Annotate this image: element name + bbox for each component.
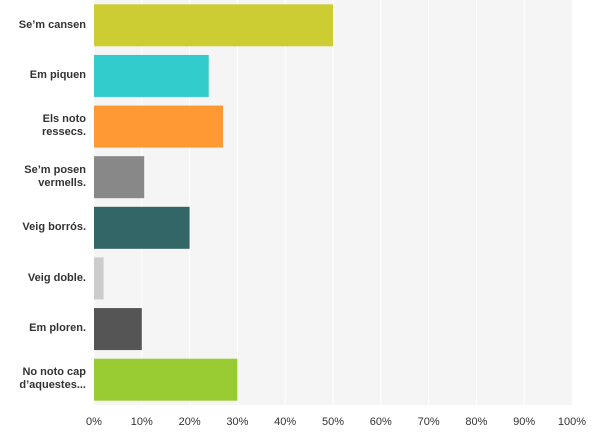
x-tick-label: 10% [131,416,153,428]
x-tick-label: 0% [86,416,102,428]
x-tick-label: 50% [322,416,344,428]
x-tick-label: 40% [274,416,296,428]
bar [94,308,142,351]
bar [94,358,238,401]
category-label: Veig doble. [27,271,86,284]
bar [94,105,224,148]
bar [94,4,333,47]
bar [94,206,190,249]
category-label: Els noto ressecs. [41,113,86,139]
category-label: Se’m posen vermells. [24,163,86,189]
x-tick-label: 30% [226,416,248,428]
bar [94,156,145,199]
bar [94,54,209,97]
category-label: Se’m cansen [18,18,86,31]
bar [94,257,104,300]
x-tick-label: 80% [465,416,487,428]
x-tick-label: 60% [370,416,392,428]
category-label: Em ploren. [29,322,86,335]
x-tick-label: 90% [513,416,535,428]
x-tick-label: 20% [179,416,201,428]
category-label: Veig borrós. [22,221,86,233]
x-tick-label: 100% [558,416,586,428]
category-label: No noto cap d’aquestes... [19,366,86,392]
x-tick-label: 70% [418,416,440,428]
category-label: Em piquen [29,69,86,82]
